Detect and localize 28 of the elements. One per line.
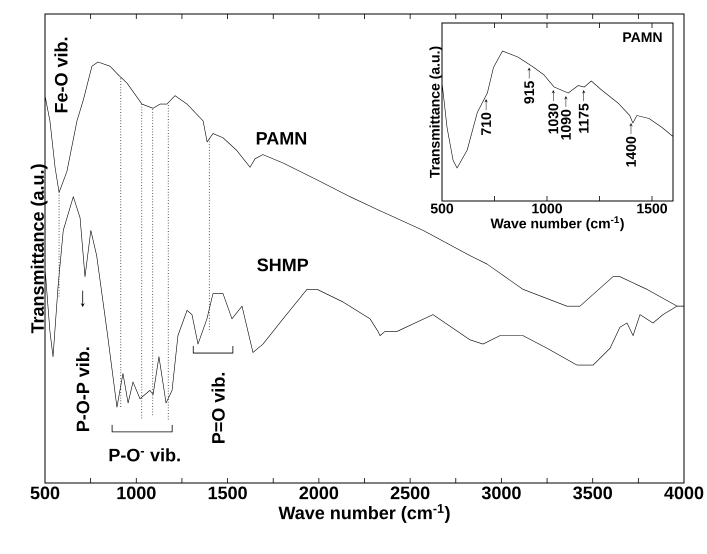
- annotation: 710: [481, 112, 492, 135]
- x-tick-label: 1500: [637, 204, 667, 214]
- x-tick-label: 2000: [299, 486, 338, 500]
- x-tick-label: 2500: [390, 486, 430, 500]
- x-tick-label: 500: [430, 204, 454, 214]
- annotation: P-O$^{-}$ vib.: [110, 448, 180, 462]
- legend-label: PAMN: [623, 32, 662, 42]
- x-axis-title: Wave number (cm$^{-1}$): [490, 216, 624, 232]
- x-tick-label: 500: [30, 486, 60, 500]
- annotation: 1090: [560, 110, 571, 140]
- x-tick-label: 3500: [573, 486, 612, 500]
- x-axis-title: Wave number (cm$^{-1}$): [278, 504, 450, 523]
- y-axis-title: Transmittance (a.u.): [429, 46, 442, 178]
- x-tick-label: 4000: [664, 486, 704, 500]
- annotation: 915: [524, 81, 534, 104]
- series-label: SHMP: [257, 258, 308, 272]
- x-tick-label: 1500: [208, 486, 247, 500]
- annotation: Fe-O vib.: [54, 38, 68, 112]
- x-tick-label: 1000: [532, 204, 562, 214]
- annotation: P-O-P vib.: [76, 347, 90, 431]
- series-label: PAMN: [256, 132, 306, 144]
- x-tick-label: 1000: [117, 486, 156, 500]
- x-tick-label: 3000: [482, 486, 521, 500]
- annotation: 1400: [626, 136, 636, 166]
- y-axis-title: Transmittance (a.u.): [30, 164, 48, 334]
- annotation: P=O vib.: [212, 372, 225, 443]
- annotation: 1030: [548, 104, 558, 134]
- annotation: 1175: [578, 104, 589, 133]
